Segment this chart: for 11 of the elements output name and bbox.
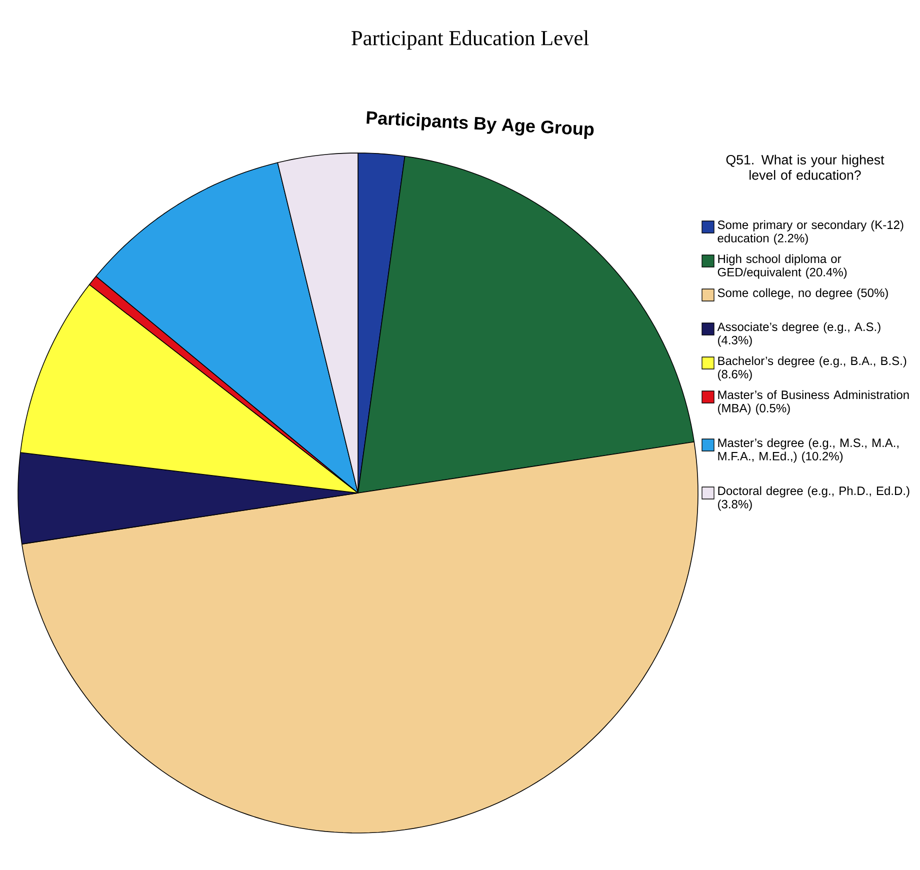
legend-label: Doctoral degree (e.g., Ph.D., Ed.D.) (3.8%)	[718, 486, 910, 511]
legend-label: Master’s of Business Administration (MBA) (0.5%)	[718, 390, 909, 415]
legend-label: Master’s degree (e.g., M.S., M.A., M.F.A., M.Ed.,) (10.2%)	[718, 438, 898, 463]
legend-label: Some college, no degree (50%)	[718, 288, 888, 300]
chart-subtitle: Participants By Age Group	[366, 111, 594, 139]
legend-label: High school diploma or GED/equivalent (20.4%)	[718, 254, 847, 279]
legend-label: Bachelor’s degree (e.g., B.A., B.S.) (8.6%)	[718, 356, 906, 381]
legend-label: Associate’s degree (e.g., A.S.) (4.3%)	[717, 322, 880, 347]
chart-title: Participant Education Level	[352, 30, 589, 50]
legend-label: Some primary or secondary (K-12) education (2.2%)	[718, 220, 904, 245]
legend-title: Q51. What is your highest level of education?	[726, 154, 884, 180]
